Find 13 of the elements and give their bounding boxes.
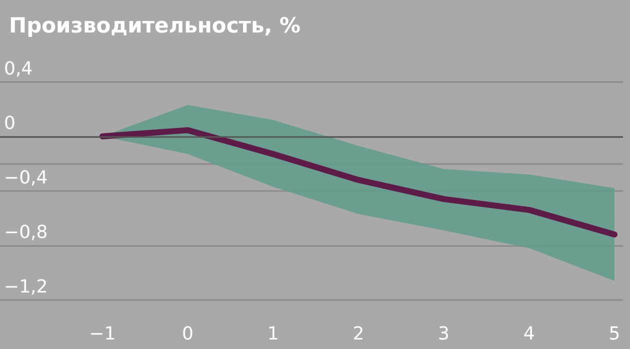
y-tick-label: 0,4 — [4, 58, 33, 80]
x-tick-label: 5 — [608, 324, 620, 344]
x-tick-label: −1 — [89, 324, 116, 344]
y-tick-label: −1,2 — [4, 276, 48, 298]
y-tick-label: −0,8 — [4, 222, 48, 243]
y-tick-label: 0 — [4, 112, 16, 134]
x-tick-label: 2 — [352, 324, 364, 344]
x-tick-label: 0 — [182, 324, 194, 344]
x-tick-label: 4 — [523, 324, 535, 344]
y-tick-label: −0,4 — [4, 167, 48, 188]
x-tick-label: 3 — [438, 324, 450, 344]
text: Производительность, % — [9, 14, 301, 38]
x-tick-label: 1 — [267, 324, 279, 344]
